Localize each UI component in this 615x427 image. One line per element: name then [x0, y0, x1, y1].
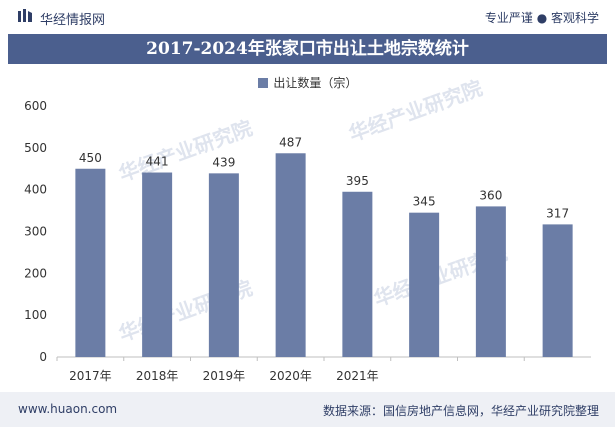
bar — [542, 224, 573, 357]
data-label: 395 — [346, 174, 369, 188]
y-tick-label: 400 — [24, 183, 47, 197]
y-tick-label: 200 — [24, 266, 47, 280]
data-label: 450 — [79, 151, 102, 165]
bar — [409, 212, 440, 357]
brand-logo-icon — [18, 9, 32, 22]
x-tick-label: 2017年 — [69, 369, 112, 383]
data-label: 317 — [546, 206, 569, 220]
y-tick-label: 300 — [24, 225, 47, 239]
footer-source: 数据来源：国信房地产信息网，华经产业研究院整理 — [322, 404, 599, 418]
x-tick-label: 2019年 — [203, 369, 246, 383]
brand-tagline: 专业严谨 ● 客观科学 — [484, 11, 599, 25]
data-label: 345 — [413, 195, 436, 209]
y-tick-label: 100 — [24, 308, 47, 322]
data-label: 360 — [479, 188, 502, 202]
x-tick-label: 2018年 — [136, 369, 179, 383]
top-bar: 华经情报网 专业严谨 ● 客观科学 — [0, 0, 615, 34]
bar — [142, 172, 173, 357]
data-label: 487 — [279, 135, 302, 149]
data-label: 439 — [212, 155, 235, 169]
bar — [208, 173, 239, 357]
bar — [342, 191, 373, 357]
brand-name: 华经情报网 — [40, 13, 106, 28]
y-tick-label: 500 — [24, 141, 47, 155]
bar-chart: 0 100 200 300 400 500 600 450 2017年 441 2018年 439 20… — [24, 99, 591, 383]
chart-title: 2017-2024年张家口市出让土地宗数统计 — [146, 39, 469, 59]
bar — [475, 206, 506, 357]
x-tick-label: 2021年 — [336, 369, 379, 383]
chart-legend: 出让数量（宗） — [0, 74, 615, 91]
legend-swatch — [257, 77, 268, 88]
footer-bar: www.huaon.com 数据来源：国信房地产信息网，华经产业研究院整理 — [0, 392, 615, 427]
data-label: 441 — [146, 155, 169, 169]
chart-title-band: 2017-2024年张家口市出让土地宗数统计 — [8, 34, 607, 64]
y-tick-label: 0 — [39, 350, 47, 364]
bar — [75, 168, 106, 357]
bar — [275, 153, 306, 357]
legend-label: 出让数量（宗） — [273, 76, 358, 90]
y-tick-label: 600 — [24, 99, 47, 113]
footer-site-link[interactable]: www.huaon.com — [18, 402, 118, 416]
x-tick-label: 2020年 — [269, 369, 312, 383]
